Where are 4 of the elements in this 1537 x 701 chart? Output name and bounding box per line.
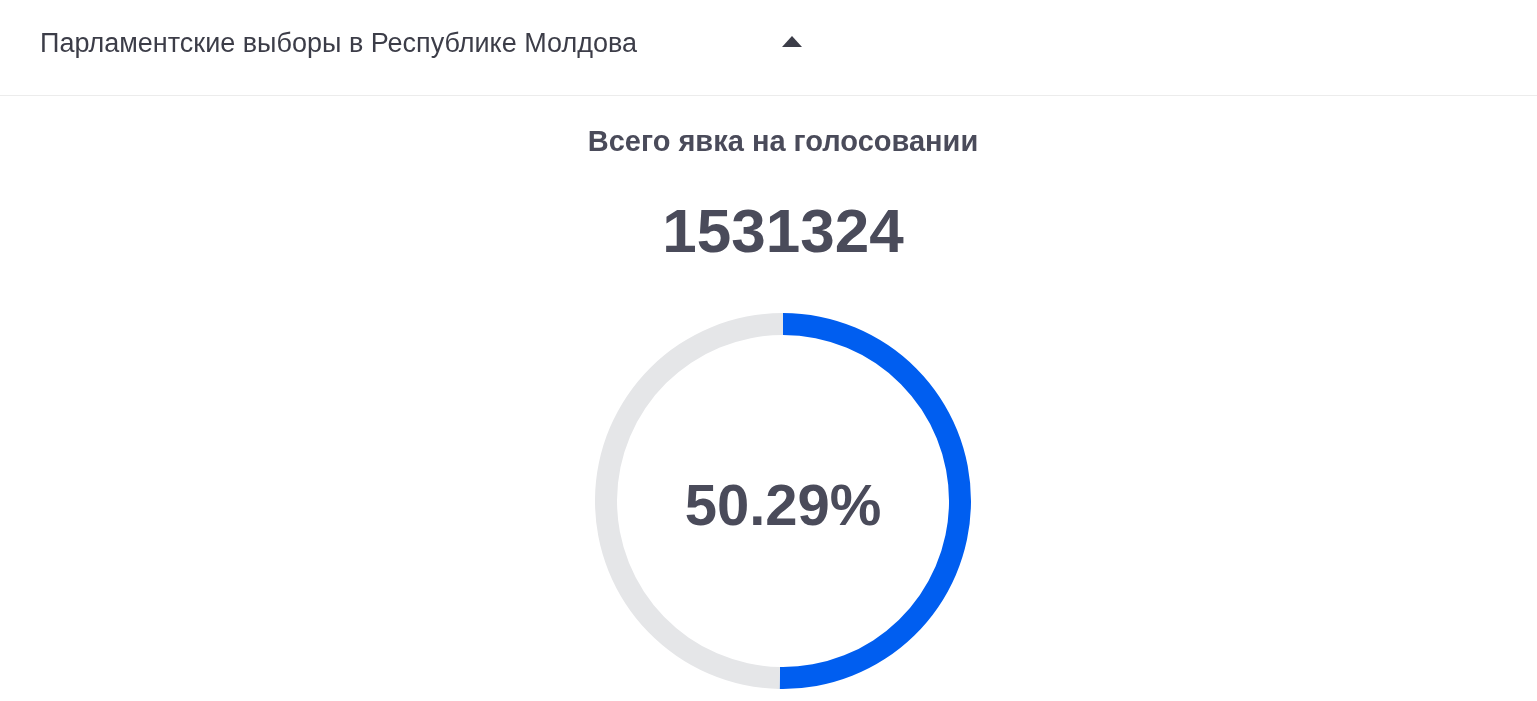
- data-label: 50.29%: [684, 472, 882, 537]
- chart-subtitle: Всего явка на голосовании: [587, 125, 979, 157]
- text: 1531324: [662, 196, 905, 265]
- text: Парламентские выборы в Республике Молдова: [40, 28, 639, 58]
